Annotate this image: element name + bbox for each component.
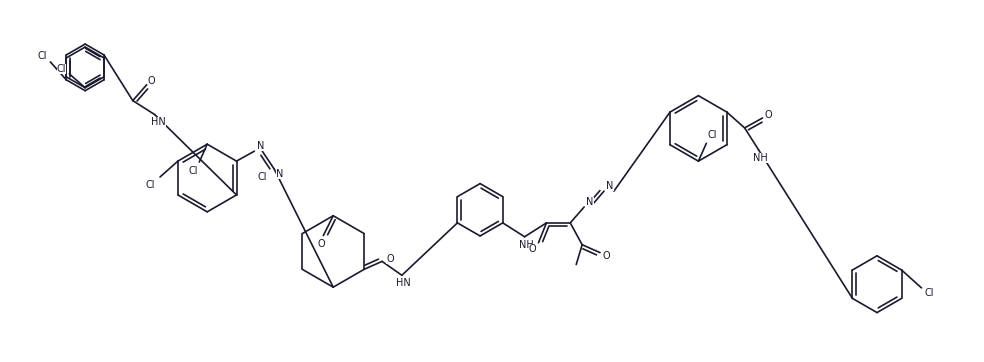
Text: Cl: Cl — [189, 166, 198, 176]
Text: O: O — [148, 76, 155, 86]
Text: NH: NH — [753, 153, 768, 163]
Text: N: N — [257, 141, 264, 151]
Text: HN: HN — [397, 278, 411, 288]
Text: Cl: Cl — [258, 172, 267, 182]
Text: Cl: Cl — [707, 130, 717, 140]
Text: O: O — [602, 251, 610, 261]
Text: NH: NH — [520, 240, 534, 250]
Text: HN: HN — [152, 117, 166, 127]
Text: Cl: Cl — [37, 51, 47, 61]
Text: O: O — [386, 254, 394, 264]
Text: Cl: Cl — [146, 180, 154, 190]
Text: Cl: Cl — [925, 288, 934, 298]
Text: Cl: Cl — [57, 64, 66, 74]
Text: O: O — [528, 244, 536, 254]
Text: N: N — [606, 181, 614, 191]
Text: N: N — [277, 169, 283, 179]
Text: O: O — [318, 239, 325, 249]
Text: O: O — [765, 110, 772, 120]
Text: N: N — [586, 197, 593, 207]
